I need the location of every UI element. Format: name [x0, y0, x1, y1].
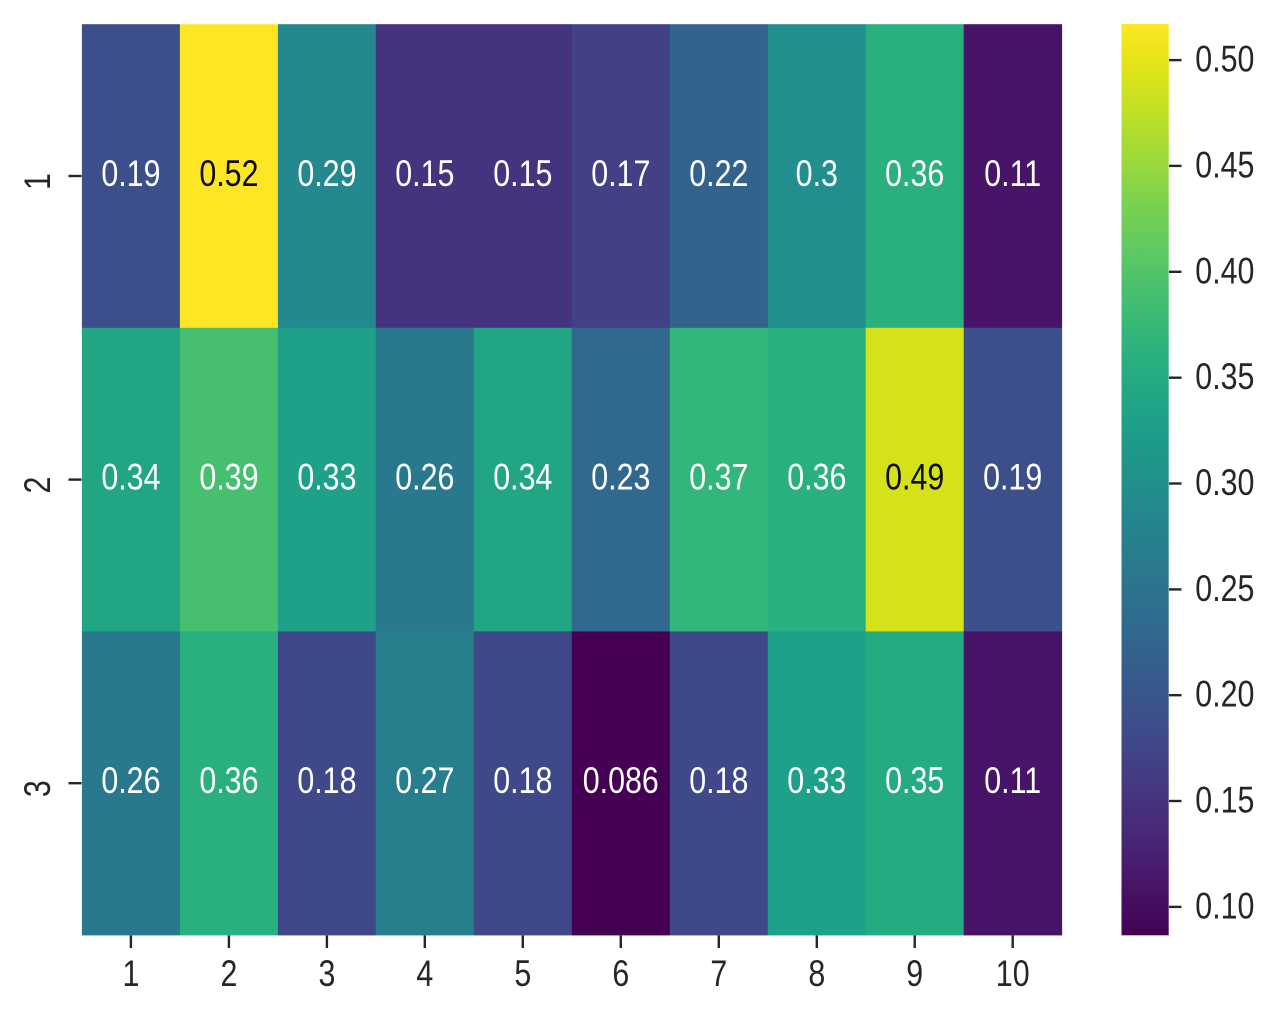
svg-text:10: 10: [996, 955, 1030, 995]
svg-text:3: 3: [18, 780, 58, 797]
svg-text:0.34: 0.34: [101, 458, 160, 498]
svg-text:0.33: 0.33: [787, 761, 846, 801]
svg-text:0.22: 0.22: [689, 154, 748, 194]
svg-text:0.23: 0.23: [591, 458, 650, 498]
svg-text:0.52: 0.52: [199, 154, 258, 194]
svg-text:0.18: 0.18: [297, 761, 356, 801]
svg-text:0.11: 0.11: [984, 761, 1041, 801]
svg-text:0.15: 0.15: [1195, 781, 1254, 821]
svg-text:0.10: 0.10: [1195, 887, 1254, 927]
svg-text:0.18: 0.18: [689, 761, 748, 801]
svg-text:0.3: 0.3: [796, 154, 838, 194]
svg-text:0.30: 0.30: [1195, 463, 1254, 503]
svg-text:0.49: 0.49: [885, 458, 944, 498]
svg-text:5: 5: [514, 955, 531, 995]
svg-text:8: 8: [808, 955, 825, 995]
svg-text:0.19: 0.19: [101, 154, 160, 194]
svg-text:2: 2: [18, 477, 58, 494]
svg-text:4: 4: [416, 955, 433, 995]
svg-text:0.086: 0.086: [583, 761, 659, 801]
svg-text:0.29: 0.29: [297, 154, 356, 194]
svg-text:6: 6: [612, 955, 629, 995]
svg-text:0.36: 0.36: [199, 761, 258, 801]
svg-text:0.15: 0.15: [395, 154, 454, 194]
svg-text:0.36: 0.36: [885, 154, 944, 194]
svg-text:3: 3: [318, 955, 335, 995]
svg-text:0.36: 0.36: [787, 458, 846, 498]
svg-text:0.45: 0.45: [1195, 146, 1254, 186]
svg-text:9: 9: [906, 955, 923, 995]
svg-text:0.37: 0.37: [689, 458, 748, 498]
svg-text:0.34: 0.34: [493, 458, 552, 498]
svg-text:0.35: 0.35: [885, 761, 944, 801]
svg-text:0.19: 0.19: [983, 458, 1042, 498]
svg-text:2: 2: [220, 955, 237, 995]
svg-text:0.50: 0.50: [1195, 40, 1254, 80]
svg-text:0.26: 0.26: [395, 458, 454, 498]
svg-text:0.11: 0.11: [984, 154, 1041, 194]
svg-text:0.15: 0.15: [493, 154, 552, 194]
svg-text:0.26: 0.26: [101, 761, 160, 801]
svg-text:0.17: 0.17: [591, 154, 650, 194]
svg-text:0.35: 0.35: [1195, 358, 1254, 398]
svg-text:0.25: 0.25: [1195, 569, 1254, 609]
svg-text:0.27: 0.27: [395, 761, 454, 801]
svg-text:0.39: 0.39: [199, 458, 258, 498]
svg-text:0.18: 0.18: [493, 761, 552, 801]
svg-text:0.20: 0.20: [1195, 675, 1254, 715]
svg-text:1: 1: [18, 173, 58, 190]
svg-text:0.33: 0.33: [297, 458, 356, 498]
svg-text:1: 1: [122, 955, 139, 995]
svg-text:7: 7: [710, 955, 727, 995]
svg-text:0.40: 0.40: [1195, 252, 1254, 292]
